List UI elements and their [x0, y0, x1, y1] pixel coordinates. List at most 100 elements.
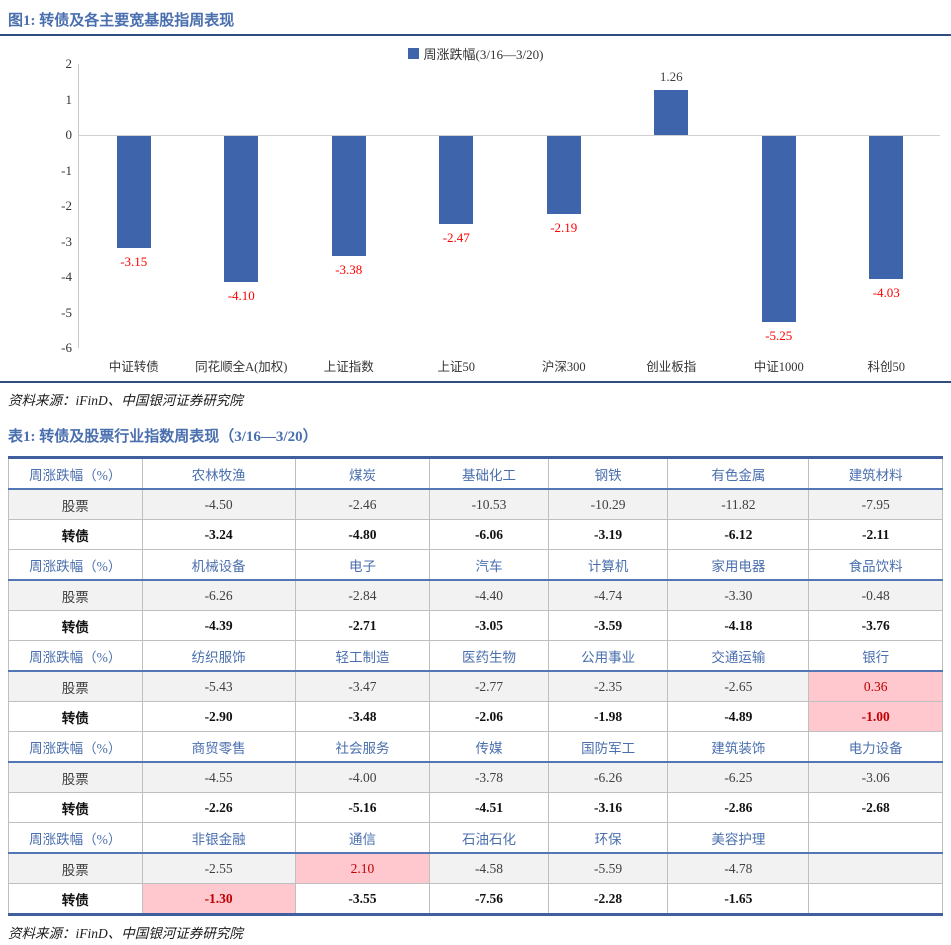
- bond-value-cell: -2.68: [808, 792, 943, 823]
- figure-title-rule: [0, 34, 951, 36]
- table-row: 周涨跌幅（%） 商贸零售 社会服务 传媒 国防军工 建筑装饰 电力设备: [8, 731, 943, 763]
- stock-value-cell: -6.25: [667, 761, 810, 793]
- bar-value-label: -4.03: [872, 285, 900, 301]
- stock-value-cell: -5.59: [547, 852, 669, 884]
- industry-header-cell: 建筑装饰: [667, 731, 810, 763]
- industry-header-cell: 交通运输: [667, 640, 810, 672]
- table-row: 股票 -2.55 2.10 -4.58 -5.59 -4.78: [8, 852, 943, 884]
- bond-value-cell: [808, 883, 943, 915]
- industry-header-cell: 汽车: [429, 549, 549, 581]
- table-row: 股票 -5.43 -3.47 -2.77 -2.35 -2.65 0.36: [8, 670, 943, 702]
- row-header-cell: 周涨跌幅（%）: [8, 731, 143, 763]
- bond-value-cell: -7.56: [429, 883, 549, 915]
- row-header-cell: 周涨跌幅（%）: [8, 822, 143, 854]
- category-label: 同花顺全A(加权): [195, 360, 288, 374]
- bond-value-cell: -3.59: [547, 610, 669, 641]
- industry-header-cell: 机械设备: [141, 549, 296, 581]
- table-row: 转债 -4.39 -2.71 -3.05 -3.59 -4.18 -3.76: [8, 610, 943, 641]
- bar: [546, 136, 581, 214]
- bond-value-cell: -1.30: [141, 883, 296, 915]
- bond-value-cell: -4.89: [667, 701, 810, 732]
- table-row: 股票 -6.26 -2.84 -4.40 -4.74 -3.30 -0.48: [8, 579, 943, 611]
- bar-value-label: -3.38: [335, 261, 363, 277]
- stock-value-cell: -2.35: [547, 670, 669, 702]
- y-axis-tick-label: 2: [65, 56, 73, 71]
- stock-value-cell: -2.65: [667, 670, 810, 702]
- industry-table: 周涨跌幅（%） 农林牧渔 煤炭 基础化工 钢铁 有色金属 建筑材料 股票 -4.50 -2.46-…: [8, 456, 943, 916]
- bond-value-cell: -3.76: [808, 610, 943, 641]
- stock-value-cell: -4.74: [547, 579, 669, 611]
- industry-header-cell: 纺织服饰: [141, 640, 296, 672]
- stock-value-cell: -3.06: [808, 761, 943, 793]
- stock-value-cell: -4.40: [429, 579, 549, 611]
- bond-value-cell: -3.55: [294, 883, 431, 915]
- table-row: 转债 -1.30 -3.55 -7.56 -2.28 -1.65: [8, 883, 943, 915]
- stock-row-label: 股票: [8, 579, 143, 611]
- industry-header-cell: 环保: [547, 822, 669, 854]
- industry-header-cell: 国防军工: [547, 731, 669, 763]
- bar: [439, 136, 474, 224]
- stock-value-cell: -10.53: [429, 488, 549, 520]
- bond-row-label: 转债: [8, 519, 143, 550]
- bond-value-cell: -4.18: [667, 610, 810, 641]
- chart-legend: 周涨跌幅(3/16—3/20): [0, 44, 951, 63]
- y-axis-tick-label: -3: [61, 233, 72, 249]
- bar: [116, 136, 151, 248]
- industry-header-cell: 计算机: [547, 549, 669, 581]
- bond-value-cell: -1.00: [808, 701, 943, 732]
- stock-value-cell: 0.36: [808, 670, 943, 702]
- bar-value-label: -3.15: [120, 253, 148, 269]
- category-label: 中证1000: [753, 360, 804, 374]
- table-row: 转债 -3.24 -4.80 -6.06 -3.19 -6.12 -2.11: [8, 519, 943, 550]
- bar: [869, 136, 904, 280]
- bond-value-cell: -2.06: [429, 701, 549, 732]
- bond-value-cell: -4.39: [141, 610, 296, 641]
- table-row: 周涨跌幅（%） 纺织服饰 轻工制造 医药生物 公用事业 交通运输 银行: [8, 640, 943, 672]
- stock-value-cell: -7.95: [808, 488, 943, 520]
- bond-row-label: 转债: [8, 610, 143, 641]
- stock-value-cell: -3.78: [429, 761, 549, 793]
- bond-value-cell: -3.19: [547, 519, 669, 550]
- y-axis-tick-label: -5: [61, 304, 72, 320]
- stock-value-cell: -3.30: [667, 579, 810, 611]
- industry-header-cell: 银行: [808, 640, 943, 672]
- table-row: 转债 -2.90 -3.48 -2.06 -1.98 -4.89 -1.00: [8, 701, 943, 732]
- stock-value-cell: -3.47: [294, 670, 431, 702]
- figure-source: 资料来源：iFinD、中国银河证券研究院: [8, 393, 243, 408]
- bond-value-cell: -2.26: [141, 792, 296, 823]
- industry-header-cell: 商贸零售: [141, 731, 296, 763]
- bond-value-cell: -1.98: [547, 701, 669, 732]
- stock-value-cell: -6.26: [547, 761, 669, 793]
- table-row: 股票 -4.50 -2.46 -10.53 -10.29 -11.82 -7.95: [8, 488, 943, 520]
- stock-row-label: 股票: [8, 761, 143, 793]
- industry-header-cell: 煤炭: [294, 457, 431, 490]
- stock-value-cell: -2.46: [294, 488, 431, 520]
- y-axis-tick-label: 0: [65, 127, 73, 142]
- bar-value-label: -2.19: [550, 219, 578, 235]
- bond-value-cell: -3.16: [547, 792, 669, 823]
- stock-value-cell: -10.29: [547, 488, 669, 520]
- industry-header-cell: 医药生物: [429, 640, 549, 672]
- industry-header-cell: 通信: [294, 822, 431, 854]
- stock-value-cell: -6.26: [141, 579, 296, 611]
- table-title: 表1: 转债及股票行业指数周表现（3/16—3/20）: [8, 429, 318, 445]
- category-label: 科创50: [867, 360, 905, 374]
- y-axis-tick-label: -2: [61, 198, 72, 213]
- table-row: 转债 -2.26 -5.16 -4.51 -3.16 -2.86 -2.68: [8, 792, 943, 823]
- bond-value-cell: -5.16: [294, 792, 431, 823]
- weekly-performance-chart: 周涨跌幅(3/16—3/20) 2 1 0 -1 -2 -3 -4 -5 -6 -3.15 中证转债…: [0, 36, 951, 381]
- industry-header-cell: 食品饮料: [808, 549, 943, 581]
- category-label: 上证50: [437, 360, 475, 374]
- stock-value-cell: -2.84: [294, 579, 431, 611]
- bar-value-label: -5.25: [765, 328, 793, 344]
- table-row: 周涨跌幅（%） 农林牧渔 煤炭 基础化工 钢铁 有色金属 建筑材料: [8, 457, 943, 490]
- row-header-cell: 周涨跌幅（%）: [8, 640, 143, 672]
- industry-header-cell: 非银金融: [141, 822, 296, 854]
- bond-value-cell: -3.05: [429, 610, 549, 641]
- bond-row-label: 转债: [8, 792, 143, 823]
- stock-value-cell: 2.10: [294, 852, 431, 884]
- stock-value-cell: -2.77: [429, 670, 549, 702]
- bar-value-label: -2.47: [442, 229, 470, 245]
- row-header-cell: 周涨跌幅（%）: [8, 549, 143, 581]
- stock-value-cell: [808, 852, 943, 884]
